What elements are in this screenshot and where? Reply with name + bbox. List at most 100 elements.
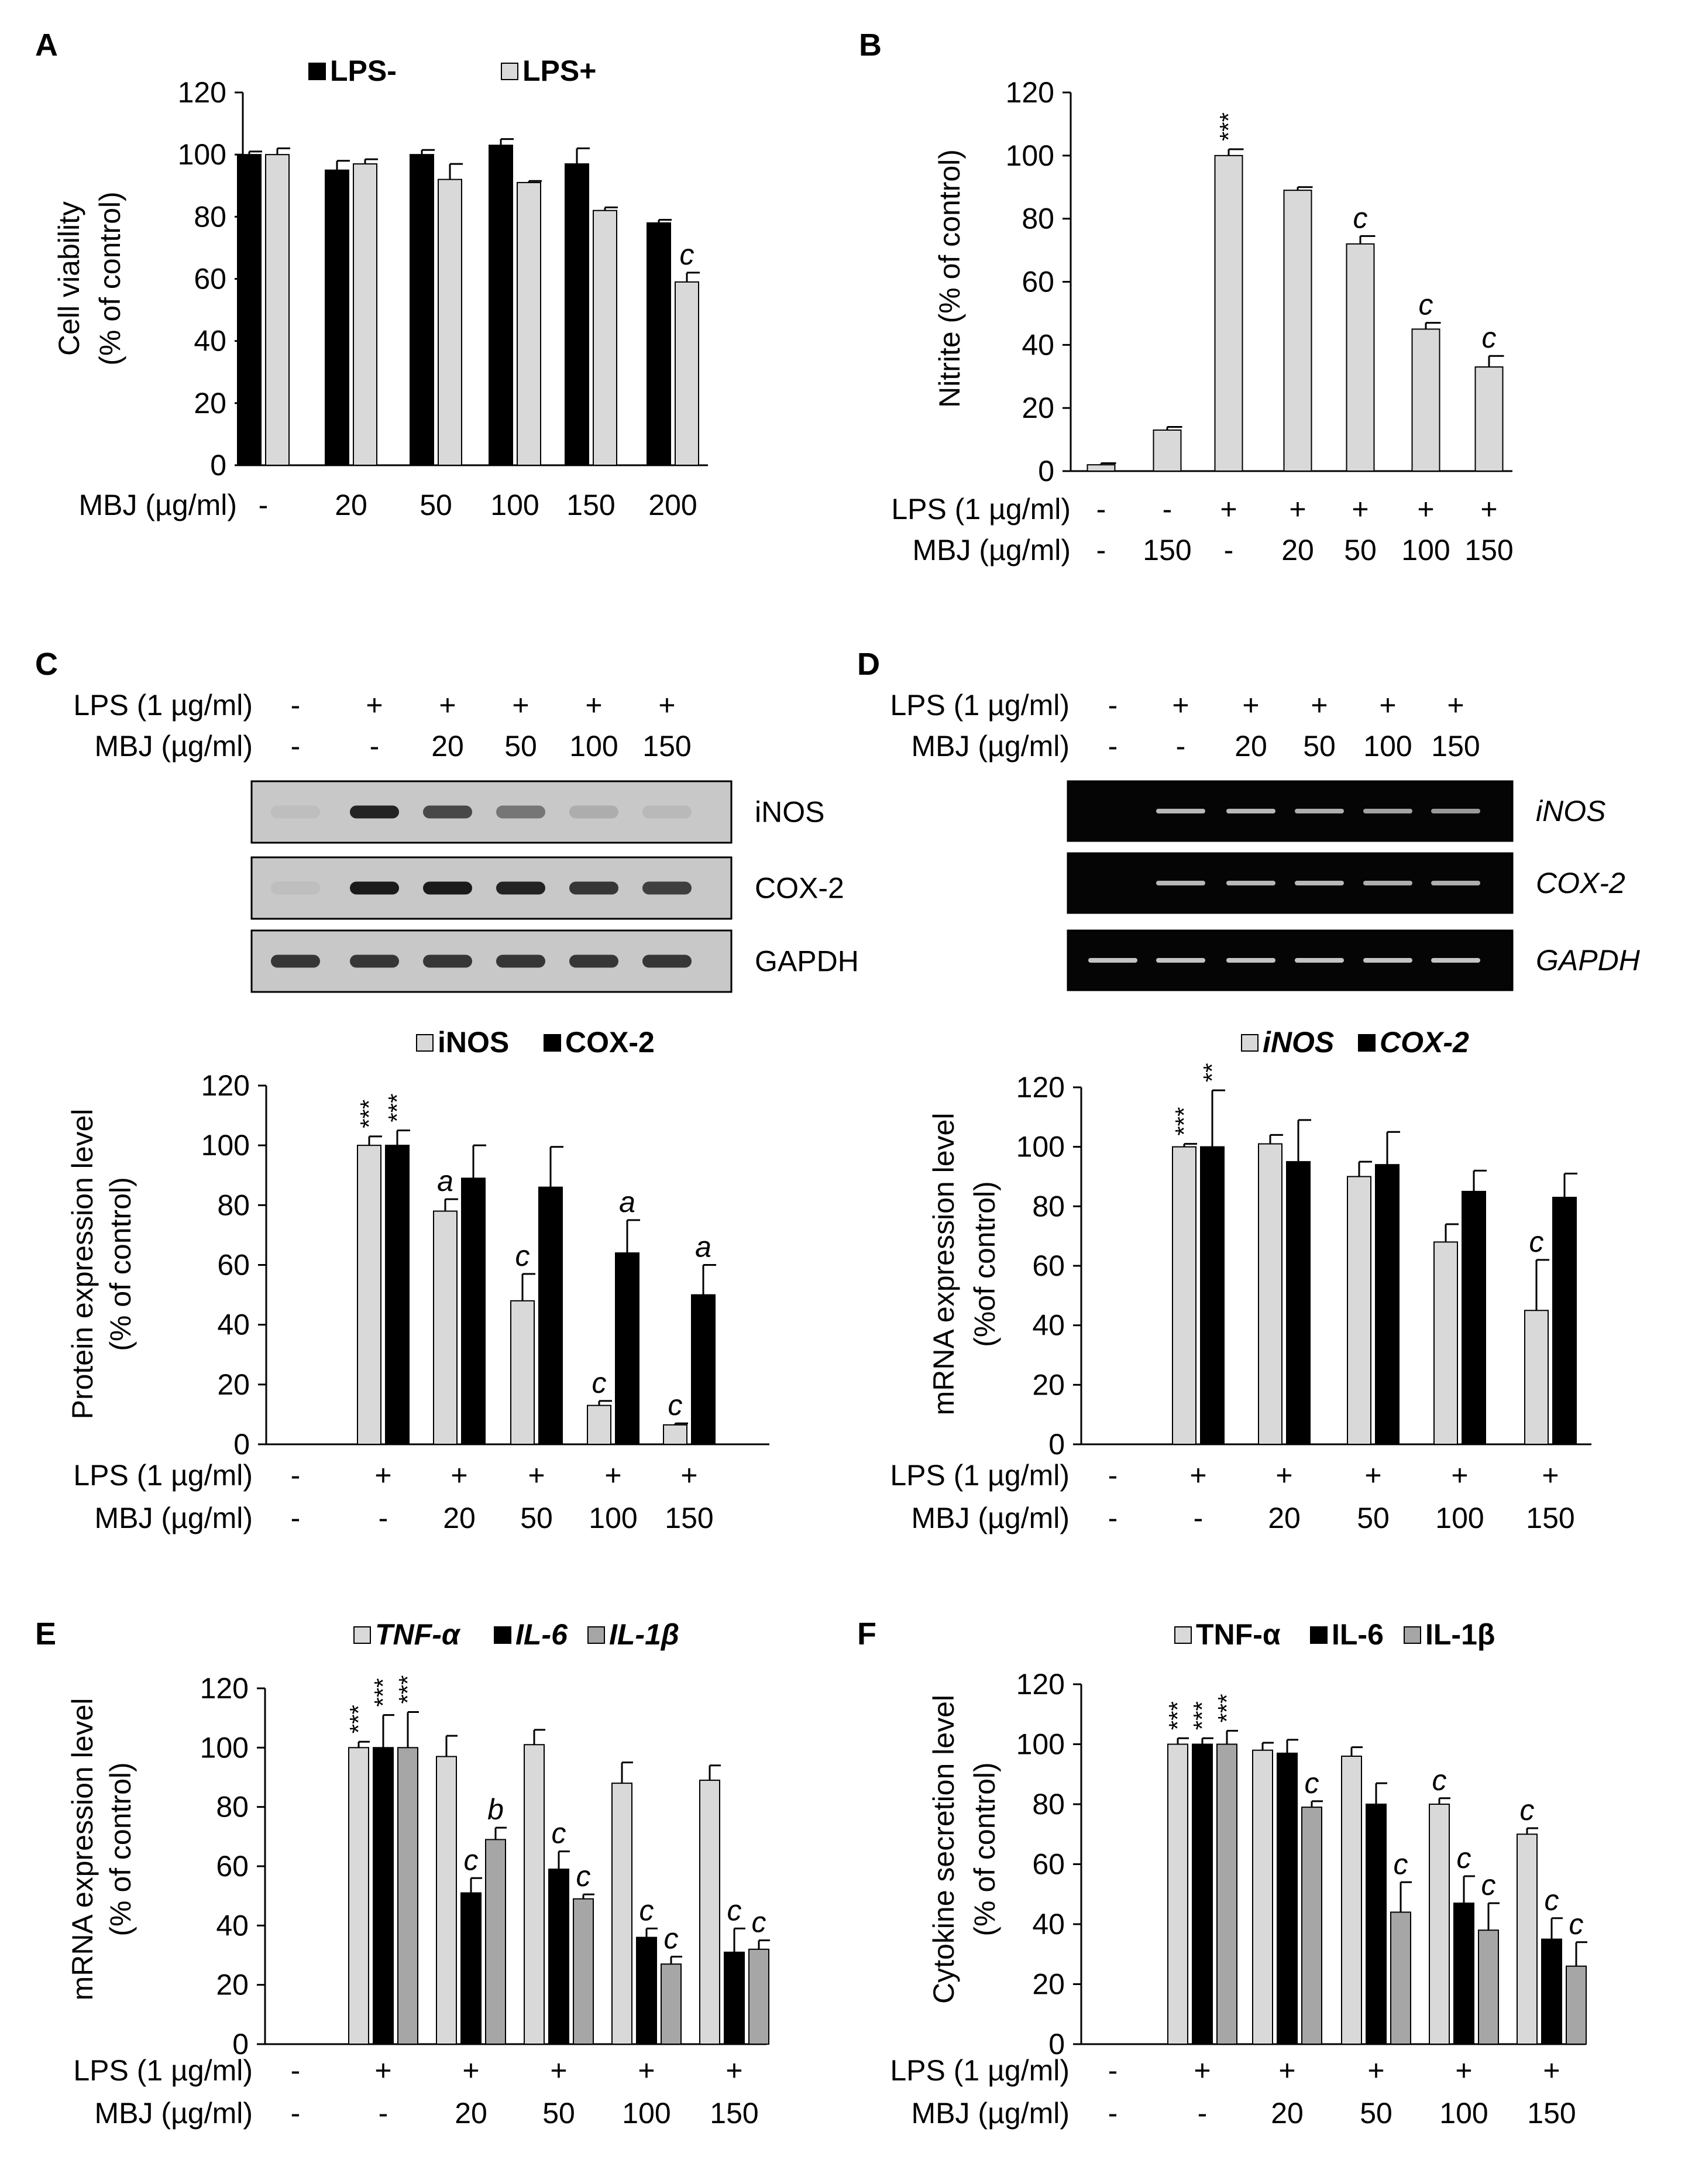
category-label: - [379, 1502, 388, 1534]
significance-mark: c [639, 1894, 654, 1927]
significance-mark: b [487, 1793, 504, 1826]
bar [1216, 1743, 1237, 2045]
condition-row-label: LPS (1 µg/ml) [891, 493, 1071, 526]
y-tick-label: 80 [194, 200, 226, 233]
legend-label: COX-2 [565, 1026, 655, 1059]
y-tick-label: 20 [1032, 1968, 1065, 2001]
panel-letter: A [35, 28, 58, 63]
panel-letter: D [857, 647, 880, 682]
legend-label: TNF-α [1196, 1618, 1281, 1651]
band-label: iNOS [1536, 795, 1605, 827]
bar [373, 1747, 394, 2045]
significance-mark: *** [1213, 1694, 1240, 1722]
condition-row-label: MBJ (µg/ml) [95, 1502, 253, 1534]
category-label: 50 [1357, 1502, 1390, 1534]
legend-swatch [501, 63, 518, 80]
protein-band [1295, 958, 1344, 963]
bar [548, 1869, 569, 2045]
significance-mark: c [1353, 201, 1368, 234]
y-tick-label: 20 [217, 1368, 250, 1401]
significance-mark: *** [369, 1678, 397, 1707]
category-label: + [1194, 2054, 1211, 2087]
panel-letter: D [857, 647, 880, 682]
legend-swatch [1174, 1626, 1192, 1644]
bar [410, 154, 434, 466]
significance-mark: c [576, 1860, 591, 1893]
significance-mark: *** [383, 1094, 411, 1122]
y-tick-label: 120 [1016, 1071, 1065, 1104]
bar [611, 1783, 632, 2045]
y-tick-label: 40 [1032, 1309, 1065, 1342]
category-label: + [726, 2054, 742, 2087]
lane-label: - [1108, 689, 1118, 722]
protein-band [496, 805, 545, 819]
category-label: 20 [443, 1502, 476, 1534]
lane-label: - [1108, 730, 1118, 763]
category-label: - [291, 1459, 301, 1492]
condition-row-label: LPS (1 µg/ml) [73, 689, 253, 722]
bar [615, 1252, 639, 1445]
significance-mark: c [752, 1906, 766, 1939]
significance-mark: c [668, 1389, 683, 1421]
category-label: - [1224, 534, 1234, 566]
category-label: 200 [648, 489, 697, 521]
legend-swatch [1404, 1626, 1421, 1644]
panel-letter: F [857, 1616, 876, 1651]
y-tick-label: 80 [1022, 202, 1054, 235]
category-label: 150 [665, 1502, 713, 1534]
bar [1277, 1752, 1298, 2045]
y-tick-label: 0 [1048, 1428, 1065, 1461]
y-tick-label: 0 [232, 2028, 249, 2061]
protein-band [423, 881, 472, 895]
lane-label: 150 [642, 730, 691, 763]
bar [348, 1747, 369, 2045]
condition-row-label: LPS (1 µg/ml) [890, 1459, 1070, 1492]
bar [1552, 1197, 1577, 1445]
significance-mark: *** [355, 1100, 383, 1128]
y-tick-label: 20 [1032, 1368, 1065, 1401]
protein-band [1156, 881, 1205, 885]
protein-band [1295, 809, 1344, 813]
bar [1462, 1190, 1486, 1445]
bar [1301, 1807, 1322, 2045]
y-axis-title: mRNA expression level [927, 1113, 960, 1416]
significance-mark: c [1394, 1848, 1408, 1880]
category-label: + [550, 2054, 567, 2087]
bar [1346, 243, 1375, 472]
y-tick-label: 0 [210, 449, 226, 482]
y-tick-label: 40 [216, 1909, 249, 1942]
y-tick-label: 60 [217, 1249, 250, 1282]
lane-label: 50 [1303, 730, 1336, 763]
lane-label: + [658, 689, 675, 722]
category-label: + [1542, 1459, 1559, 1492]
bar [1366, 1804, 1387, 2045]
condition-row-label: MBJ (µg/ml) [912, 2097, 1070, 2130]
bar [1433, 1241, 1458, 1445]
y-tick-label: 120 [200, 1672, 249, 1705]
bar [1153, 429, 1182, 472]
y-tick-label: 100 [178, 138, 226, 171]
bar [517, 181, 541, 466]
bar [1200, 1146, 1225, 1445]
protein-band [350, 805, 399, 819]
legend-label: iNOS [438, 1026, 509, 1059]
significance-mark: c [1432, 1764, 1447, 1797]
protein-band [569, 881, 618, 895]
y-tick-label: 0 [1038, 455, 1054, 487]
significance-mark: *** [1188, 1701, 1216, 1730]
condition-row-label: LPS (1 µg/ml) [73, 2054, 253, 2087]
bar [647, 222, 671, 466]
band-label: iNOS [755, 796, 824, 829]
y-tick-label: 100 [1016, 1131, 1065, 1163]
protein-band [496, 881, 545, 895]
y-axis-title: (%of control) [968, 1181, 1001, 1347]
y-tick-label: 60 [1032, 1249, 1065, 1282]
bar [1167, 1743, 1188, 2045]
bar [1258, 1143, 1282, 1445]
bar [1286, 1161, 1311, 1445]
panel-d-blot: D LPS (1 µg/ml) - + + + + + MBJ (µg/ml) - - 20 50 100… [857, 647, 1641, 991]
protein-band [642, 954, 692, 968]
category-label: 50 [420, 489, 452, 521]
protein-band [569, 954, 618, 968]
